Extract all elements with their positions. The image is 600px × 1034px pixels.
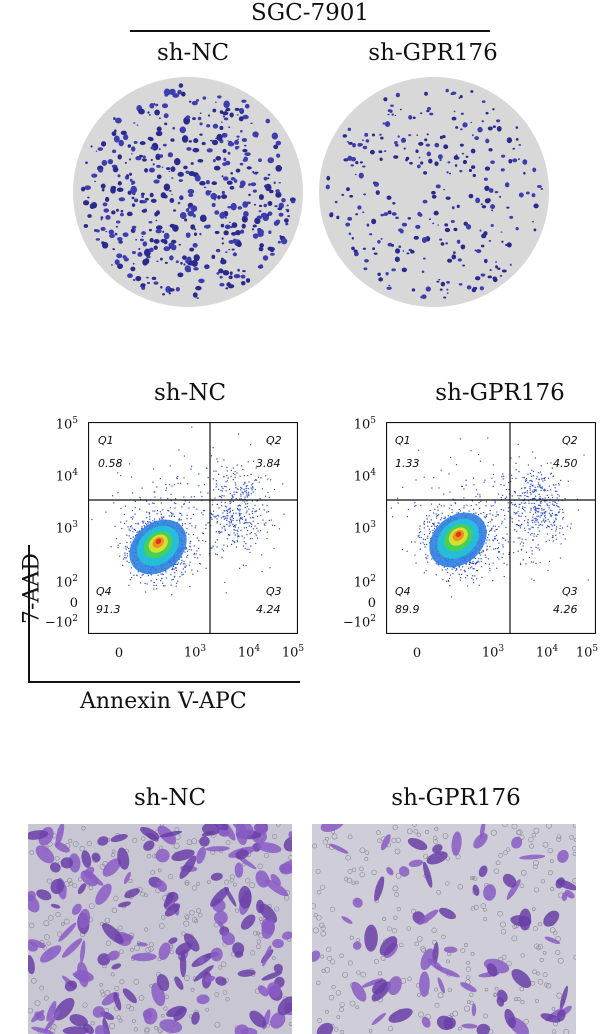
flow-left-ytick-1e2: 102: [55, 574, 78, 591]
flow-left-q4-label: Q4: [96, 585, 112, 598]
shared-y-axis-bracket: [28, 545, 30, 681]
flow-left-ytick-0: 0: [69, 596, 78, 611]
flow-left-q2-value: 3.84: [256, 457, 281, 470]
flow-right-q1-label: Q1: [395, 434, 411, 447]
shared-x-axis-bracket: [28, 681, 300, 683]
colony-dish-sh-gpr176: [318, 76, 550, 308]
flow-right-q2-value: 4.50: [553, 457, 578, 470]
x-axis-label: Annexin V-APC: [80, 689, 247, 714]
flow-plot-sh-gpr176: [386, 422, 596, 634]
flow-right-ytick-1e5: 105: [353, 416, 376, 433]
colony-right-label: sh-GPR176: [368, 40, 498, 66]
flow-left-q2-label: Q2: [266, 434, 282, 447]
flow-left-ytick-1e4: 104: [55, 468, 78, 485]
flow-plot-sh-nc: [88, 422, 298, 634]
colony-dish-sh-nc: [72, 76, 304, 308]
flow-left-title: sh-NC: [153, 380, 227, 406]
flow-right-q4-label: Q4: [395, 585, 411, 598]
flow-right-q3-value: 4.26: [553, 603, 578, 616]
flow-right-ytick-neg: −102: [342, 614, 376, 631]
flow-right-q2-label: Q2: [562, 434, 578, 447]
flow-right-xtick-1e4: 104: [535, 644, 559, 661]
transwell-image-sh-gpr176: [312, 824, 576, 1034]
flow-left-xtick-0: 0: [114, 646, 124, 661]
transwell-left-label: sh-NC: [133, 785, 207, 811]
flow-right-ytick-1e3: 103: [353, 520, 376, 537]
colony-left-label: sh-NC: [156, 40, 230, 66]
cell-line-title: SGC-7901: [250, 0, 370, 26]
flow-left-q1-label: Q1: [98, 434, 114, 447]
transwell-image-sh-nc: [28, 824, 292, 1034]
y-axis-label: 7-AAD: [19, 553, 45, 624]
flow-right-xtick-1e3: 103: [481, 644, 505, 661]
flow-left-ytick-1e3: 103: [55, 520, 78, 537]
transwell-right-label: sh-GPR176: [391, 785, 521, 811]
flow-right-q3-label: Q3: [562, 585, 578, 598]
cell-line-underline: [130, 30, 490, 32]
flow-right-q4-value: 89.9: [395, 603, 420, 616]
flow-right-title: sh-GPR176: [435, 380, 565, 406]
flow-left-ytick-1e5: 105: [55, 416, 78, 433]
flow-right-ytick-1e2: 102: [353, 574, 376, 591]
flow-right-xtick-0: 0: [412, 646, 422, 661]
flow-left-xtick-1e4: 104: [237, 644, 261, 661]
flow-left-xtick-1e3: 103: [183, 644, 207, 661]
flow-right-q1-value: 1.33: [395, 457, 420, 470]
flow-right-xtick-1e5: 105: [575, 644, 599, 661]
flow-right-ytick-0: 0: [367, 596, 376, 611]
flow-left-q3-label: Q3: [266, 585, 282, 598]
flow-left-q1-value: 0.58: [98, 457, 123, 470]
flow-left-q3-value: 4.24: [256, 603, 281, 616]
flow-left-q4-value: 91.3: [96, 603, 121, 616]
flow-right-ytick-1e4: 104: [353, 468, 376, 485]
flow-left-ytick-neg: −102: [44, 614, 78, 631]
flow-left-xtick-1e5: 105: [281, 644, 305, 661]
